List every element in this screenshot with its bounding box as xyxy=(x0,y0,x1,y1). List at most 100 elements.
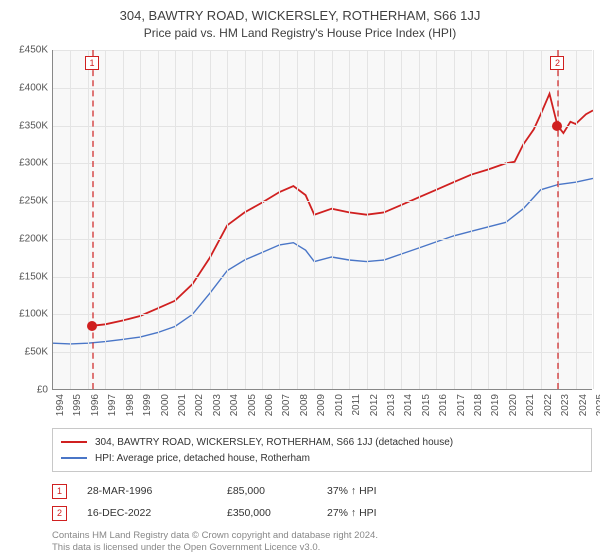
plot-area: 12 xyxy=(52,50,592,390)
gridline-v xyxy=(593,50,594,389)
x-axis-label: 1997 xyxy=(107,394,118,416)
gridline-v xyxy=(488,50,489,389)
x-axis-label: 2006 xyxy=(264,394,275,416)
attribution-line: This data is licensed under the Open Gov… xyxy=(52,542,592,554)
x-axis-label: 1995 xyxy=(72,394,83,416)
gridline-v xyxy=(123,50,124,389)
marker-box: 2 xyxy=(550,56,564,70)
gridline-v xyxy=(436,50,437,389)
legend-row: 304, BAWTRY ROAD, WICKERSLEY, ROTHERHAM,… xyxy=(61,434,583,450)
gridline-h xyxy=(53,50,592,51)
gridline-v xyxy=(332,50,333,389)
marker-dot xyxy=(552,121,562,131)
transaction-rows: 1 28-MAR-1996 £85,000 37% ↑ HPI 2 16-DEC… xyxy=(52,480,592,524)
legend-swatch xyxy=(61,441,87,443)
x-axis-label: 2009 xyxy=(316,394,327,416)
x-axis-label: 2013 xyxy=(386,394,397,416)
attribution: Contains HM Land Registry data © Crown c… xyxy=(52,530,592,555)
transaction-delta: 27% ↑ HPI xyxy=(327,507,377,519)
title-sub: Price paid vs. HM Land Registry's House … xyxy=(10,26,590,40)
x-axis-label: 2004 xyxy=(229,394,240,416)
y-axis-label: £200K xyxy=(19,233,48,244)
x-axis-label: 2023 xyxy=(560,394,571,416)
gridline-v xyxy=(88,50,89,389)
gridline-v xyxy=(401,50,402,389)
x-axis-label: 2019 xyxy=(490,394,501,416)
gridline-v xyxy=(210,50,211,389)
x-axis-label: 2024 xyxy=(578,394,589,416)
transaction-delta: 37% ↑ HPI xyxy=(327,485,377,497)
gridline-h xyxy=(53,163,592,164)
legend-label: HPI: Average price, detached house, Roth… xyxy=(95,453,310,464)
gridline-v xyxy=(454,50,455,389)
gridline-v xyxy=(349,50,350,389)
gridline-v xyxy=(192,50,193,389)
x-axis-label: 2010 xyxy=(334,394,345,416)
marker-dashed-line xyxy=(92,50,94,389)
gridline-v xyxy=(314,50,315,389)
gridline-v xyxy=(523,50,524,389)
x-axis-label: 2025 xyxy=(595,394,600,416)
gridline-v xyxy=(245,50,246,389)
legend-swatch xyxy=(61,457,87,459)
y-axis-label: £450K xyxy=(19,45,48,56)
gridline-v xyxy=(506,50,507,389)
transaction-date: 28-MAR-1996 xyxy=(87,485,207,497)
marker-badge: 1 xyxy=(52,484,67,499)
x-axis-label: 1996 xyxy=(90,394,101,416)
y-axis-label: £0 xyxy=(37,385,48,396)
y-axis-label: £300K xyxy=(19,158,48,169)
x-axis-label: 2015 xyxy=(421,394,432,416)
series-price-paid xyxy=(92,94,593,326)
legend-label: 304, BAWTRY ROAD, WICKERSLEY, ROTHERHAM,… xyxy=(95,437,453,448)
x-axis-label: 2020 xyxy=(508,394,519,416)
gridline-h xyxy=(53,352,592,353)
y-axis-label: £100K xyxy=(19,309,48,320)
titles: 304, BAWTRY ROAD, WICKERSLEY, ROTHERHAM,… xyxy=(10,8,590,40)
gridline-v xyxy=(471,50,472,389)
x-axis-label: 2002 xyxy=(194,394,205,416)
gridline-v xyxy=(227,50,228,389)
x-axis-label: 2000 xyxy=(160,394,171,416)
attribution-line: Contains HM Land Registry data © Crown c… xyxy=(52,530,592,542)
x-axis-label: 2012 xyxy=(369,394,380,416)
x-axis-label: 2022 xyxy=(543,394,554,416)
marker-badge: 2 xyxy=(52,506,67,521)
y-axis-label: £400K xyxy=(19,82,48,93)
transaction-row: 1 28-MAR-1996 £85,000 37% ↑ HPI xyxy=(52,480,592,502)
y-axis-label: £50K xyxy=(25,347,48,358)
x-axis-label: 2021 xyxy=(525,394,536,416)
gridline-v xyxy=(262,50,263,389)
title-main: 304, BAWTRY ROAD, WICKERSLEY, ROTHERHAM,… xyxy=(10,8,590,23)
gridline-h xyxy=(53,239,592,240)
x-axis-label: 1998 xyxy=(125,394,136,416)
gridline-h xyxy=(53,88,592,89)
gridline-v xyxy=(419,50,420,389)
gridline-h xyxy=(53,201,592,202)
transaction-date: 16-DEC-2022 xyxy=(87,507,207,519)
x-axis-label: 2018 xyxy=(473,394,484,416)
gridline-v xyxy=(541,50,542,389)
x-axis-label: 2014 xyxy=(403,394,414,416)
x-axis-label: 2001 xyxy=(177,394,188,416)
gridline-h xyxy=(53,277,592,278)
y-axis-label: £350K xyxy=(19,120,48,131)
gridline-v xyxy=(576,50,577,389)
chart-container: 304, BAWTRY ROAD, WICKERSLEY, ROTHERHAM,… xyxy=(0,0,600,560)
series-svg xyxy=(53,50,593,390)
y-axis-label: £250K xyxy=(19,196,48,207)
x-axis-label: 2005 xyxy=(247,394,258,416)
series-hpi xyxy=(53,178,593,344)
legend-box: 304, BAWTRY ROAD, WICKERSLEY, ROTHERHAM,… xyxy=(52,428,592,472)
x-axis-label: 2017 xyxy=(456,394,467,416)
gridline-v xyxy=(384,50,385,389)
marker-dot xyxy=(87,321,97,331)
x-axis-label: 1999 xyxy=(142,394,153,416)
gridline-h xyxy=(53,126,592,127)
plot-box: 12 £0£50K£100K£150K£200K£250K£300K£350K£… xyxy=(52,50,592,390)
transaction-price: £350,000 xyxy=(227,507,307,519)
gridline-v xyxy=(175,50,176,389)
gridline-v xyxy=(140,50,141,389)
marker-box: 1 xyxy=(85,56,99,70)
gridline-v xyxy=(105,50,106,389)
